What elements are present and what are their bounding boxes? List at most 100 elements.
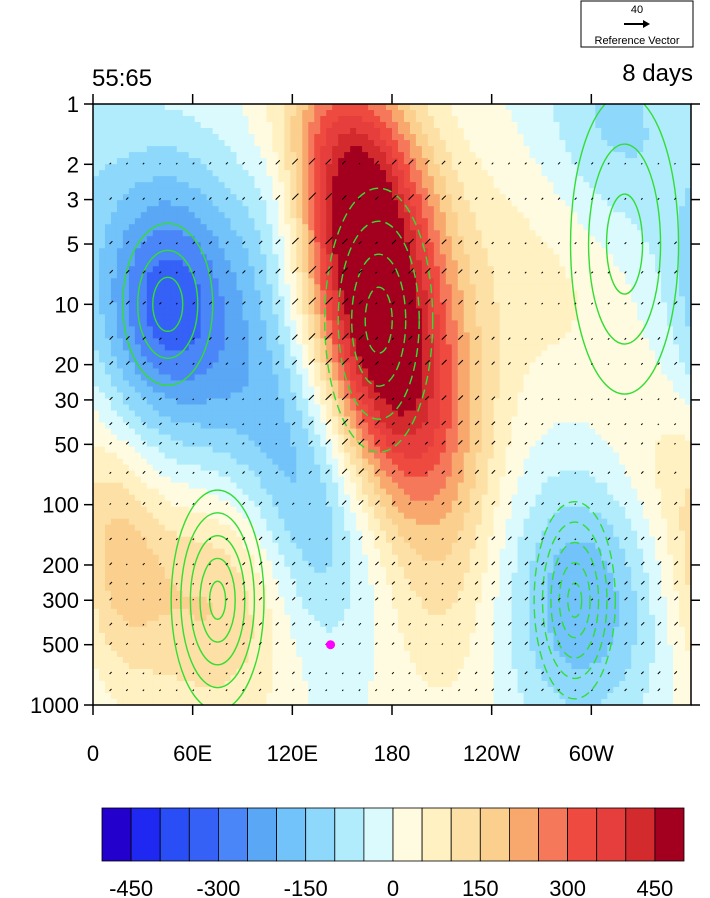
heatmap-cell [116, 542, 124, 550]
heatmap-cell [290, 266, 297, 273]
heatmap-cell [176, 182, 184, 189]
heatmap-cell [362, 386, 369, 394]
heatmap-cell [290, 278, 297, 285]
heatmap-cell [224, 530, 232, 538]
heatmap-cell [182, 638, 190, 646]
heatmap-cell [230, 428, 238, 436]
heatmap-cell [200, 338, 208, 345]
heatmap-cell [200, 194, 208, 201]
heatmap-cell [218, 566, 226, 574]
heatmap-cell [230, 488, 238, 496]
heatmap-cell [128, 266, 136, 273]
heatmap-cell [272, 446, 279, 454]
heatmap-cell [158, 158, 166, 165]
heatmap-cell [368, 596, 375, 604]
heatmap-cell [188, 680, 196, 688]
heatmap-cell [344, 398, 351, 406]
heatmap-cell [104, 380, 112, 388]
heatmap-cell [296, 170, 303, 177]
heatmap-cell [98, 152, 106, 159]
heatmap-cell [308, 464, 315, 472]
heatmap-cell [374, 524, 381, 532]
heatmap-cell [140, 662, 148, 670]
heatmap-cell [170, 296, 178, 303]
heatmap-cell [296, 266, 303, 273]
heatmap-cell [140, 260, 148, 267]
heatmap-cell [188, 650, 196, 658]
heatmap-cell [314, 572, 321, 580]
heatmap-cell [176, 506, 184, 514]
heatmap-cell [308, 434, 315, 442]
heatmap-cell [308, 476, 315, 484]
heatmap-cell [284, 488, 291, 496]
heatmap-cell [194, 332, 202, 339]
heatmap-cell [158, 110, 166, 117]
heatmap-cell [182, 428, 190, 436]
heatmap-cell [386, 494, 393, 502]
heatmap-cell [212, 230, 220, 237]
heatmap-cell [146, 410, 154, 418]
heatmap-cell [176, 644, 184, 652]
heatmap-cell [296, 674, 303, 682]
heatmap-cell [350, 566, 357, 574]
heatmap-cell [290, 572, 297, 580]
heatmap-cell [350, 686, 357, 694]
heatmap-cell [134, 434, 142, 442]
heatmap-cell [182, 584, 190, 592]
heatmap-cell [134, 686, 142, 694]
heatmap-cell [224, 620, 232, 628]
heatmap-cell [128, 596, 136, 604]
heatmap-cell [146, 248, 154, 255]
heatmap-cell [248, 308, 256, 315]
heatmap-cell [290, 410, 297, 418]
heatmap-cell [158, 260, 166, 267]
heatmap-cell [344, 578, 351, 586]
heatmap-cell [350, 662, 357, 670]
heatmap-cell [176, 680, 184, 688]
heatmap-cell [134, 626, 142, 634]
heatmap-cell [122, 146, 130, 153]
heatmap-cell [218, 512, 226, 520]
heatmap-cell [338, 266, 345, 273]
heatmap-cell [182, 446, 190, 454]
heatmap-cell [308, 488, 315, 496]
heatmap-cell [260, 368, 268, 376]
heatmap-cell [218, 620, 226, 628]
heatmap-cell [356, 260, 363, 267]
heatmap-cell [356, 368, 363, 376]
heatmap-cell [302, 254, 309, 261]
heatmap-cell [326, 446, 333, 454]
heatmap-cell [116, 524, 124, 532]
heatmap-cell [296, 290, 303, 297]
heatmap-cell [272, 656, 279, 664]
heatmap-cell [314, 302, 321, 309]
heatmap-cell [368, 662, 375, 670]
heatmap-cell [224, 626, 232, 634]
heatmap-cell [206, 350, 214, 358]
heatmap-cell [224, 332, 232, 339]
heatmap-cell [236, 104, 244, 111]
heatmap-cell [152, 380, 160, 388]
heatmap-cell [152, 560, 160, 568]
heatmap-cell [140, 674, 148, 682]
heatmap-cell [212, 530, 220, 538]
heatmap-cell [380, 410, 387, 418]
heatmap-cell [110, 578, 118, 586]
heatmap-cell [254, 236, 262, 243]
heatmap-cell [194, 590, 202, 598]
heatmap-cell [320, 524, 327, 532]
heatmap-cell [368, 476, 375, 484]
heatmap-cell [194, 392, 202, 400]
heatmap-cell [290, 692, 297, 700]
heatmap-cell [134, 350, 142, 358]
heatmap-cell [296, 200, 303, 207]
heatmap-cell [212, 272, 220, 279]
heatmap-cell [290, 146, 297, 153]
heatmap-cell [386, 320, 393, 327]
heatmap-cell [116, 602, 124, 610]
heatmap-cell [344, 122, 351, 129]
heatmap-cell [278, 482, 285, 490]
heatmap-cell [146, 122, 154, 129]
heatmap-cell [158, 692, 166, 700]
heatmap-cell [254, 374, 262, 382]
